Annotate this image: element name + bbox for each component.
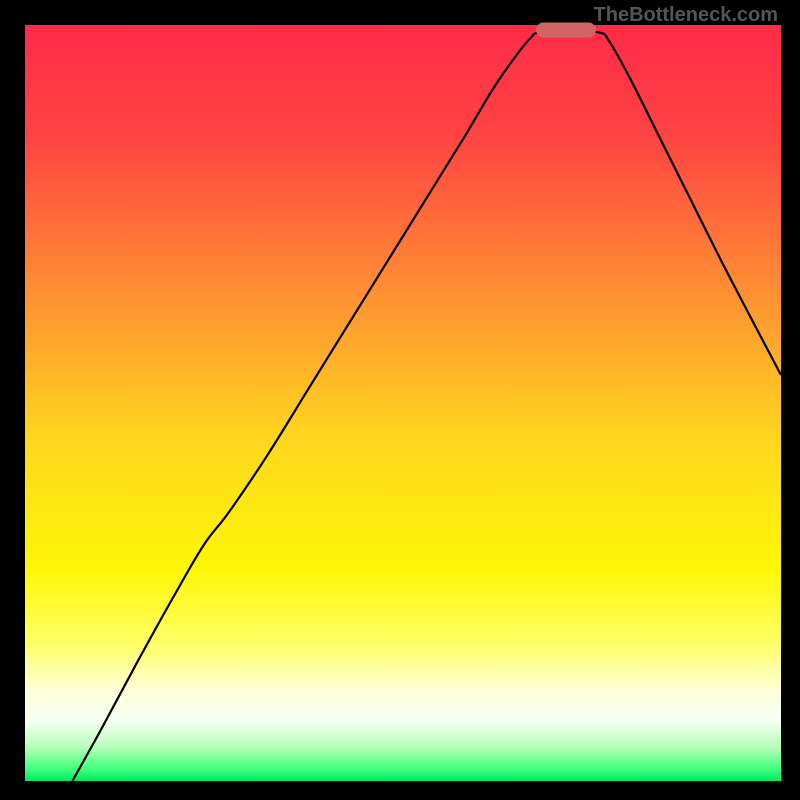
bottleneck-curve [25, 25, 781, 781]
optimal-marker [536, 23, 596, 38]
chart-plot-area [25, 25, 781, 781]
watermark-text: TheBottleneck.com [594, 4, 778, 27]
